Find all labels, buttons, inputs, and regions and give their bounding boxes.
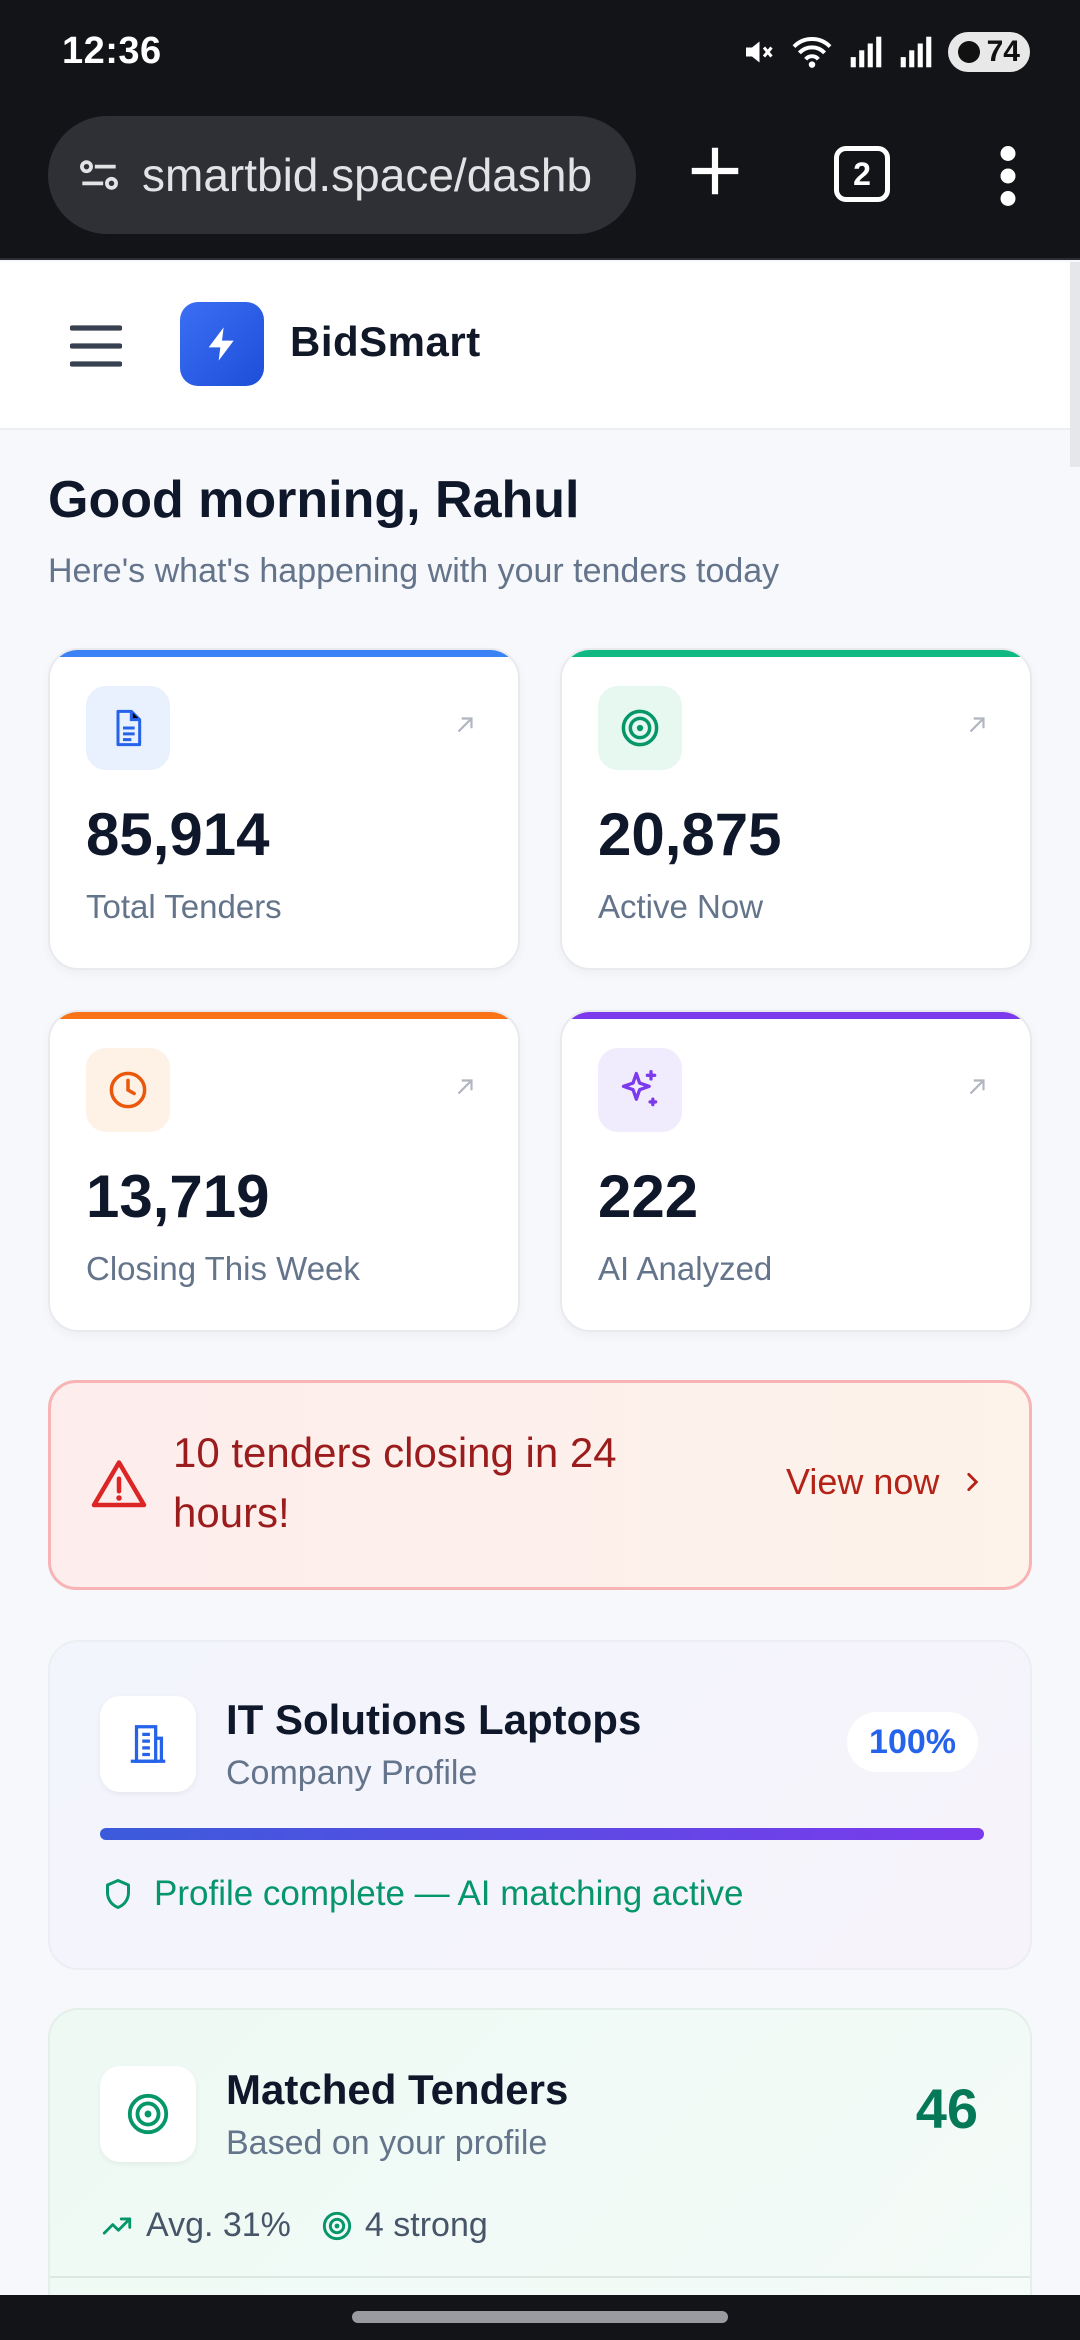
profile-progress-bar bbox=[100, 1828, 984, 1840]
view-now-label[interactable]: View now bbox=[786, 1461, 940, 1502]
chevron-right-icon bbox=[967, 1473, 979, 1491]
avg-match-text: Avg. 31% bbox=[146, 2206, 291, 2244]
matched-tenders-count: 46 bbox=[915, 2077, 978, 2140]
strong-match-stat: 4 strong bbox=[321, 2206, 488, 2245]
sparkle-icon bbox=[598, 1048, 682, 1132]
stat-card-total-tenders[interactable]: 85,914 Total Tenders bbox=[48, 648, 520, 970]
card-accent bbox=[50, 650, 518, 657]
stat-card-active-now[interactable]: 20,875 Active Now bbox=[560, 648, 1032, 970]
url-text[interactable]: smartbid.space/dashb bbox=[142, 149, 593, 201]
lightning-icon bbox=[208, 327, 234, 361]
status-bar: 12:36 74 bbox=[0, 0, 1080, 110]
clock-icon bbox=[86, 1048, 170, 1132]
battery-level: 74 bbox=[986, 35, 1020, 68]
trending-up-icon bbox=[102, 2217, 132, 2234]
matched-tenders-stats: Avg. 31% 4 strong bbox=[100, 2206, 488, 2245]
avg-match-stat: Avg. 31% bbox=[100, 2206, 291, 2245]
alert-message: 10 tenders closing in 24 hours! bbox=[173, 1429, 617, 1536]
closing-soon-alert[interactable]: 10 tenders closing in 24 hours! View now bbox=[48, 1380, 1032, 1590]
hamburger-menu-icon[interactable] bbox=[70, 324, 122, 368]
matched-tenders-subtitle: Based on your profile bbox=[226, 2124, 548, 2162]
status-icons: 74 bbox=[740, 32, 1030, 72]
profile-status-text: Profile complete — AI matching active bbox=[154, 1874, 744, 1913]
stat-label: Active Now bbox=[598, 888, 764, 925]
more-menu-icon[interactable] bbox=[996, 146, 1020, 206]
profile-progress-fill bbox=[100, 1828, 984, 1840]
card-accent bbox=[50, 1012, 518, 1019]
arrow-up-right-icon bbox=[457, 717, 473, 733]
stat-card-ai-analyzed[interactable]: 222 AI Analyzed bbox=[560, 1010, 1032, 1332]
stat-label: Closing This Week bbox=[86, 1250, 360, 1287]
system-nav-bar bbox=[0, 2295, 1080, 2340]
arrow-up-right-icon bbox=[457, 1079, 473, 1095]
page-title: Good morning, Rahul bbox=[48, 471, 580, 529]
divider bbox=[50, 2276, 1030, 2278]
mute-icon bbox=[746, 41, 773, 63]
target-icon bbox=[322, 2211, 352, 2240]
stat-card-closing-this-week[interactable]: 13,719 Closing This Week bbox=[48, 1010, 520, 1332]
stat-value: 13,719 bbox=[86, 1163, 270, 1230]
address-bar[interactable]: smartbid.space/dashb bbox=[48, 116, 636, 234]
target-icon bbox=[100, 2066, 196, 2162]
page-subtitle: Here's what's happening with your tender… bbox=[48, 552, 780, 590]
arrow-up-right-icon bbox=[969, 717, 985, 733]
status-time: 12:36 bbox=[62, 30, 162, 72]
battery-icon: 74 bbox=[948, 32, 1030, 72]
new-tab-button[interactable] bbox=[684, 140, 746, 202]
card-accent bbox=[562, 650, 1030, 657]
tab-switcher-button[interactable]: 2 bbox=[834, 146, 890, 202]
shield-icon bbox=[106, 1879, 130, 1909]
company-profile-card[interactable]: IT Solutions Laptops Company Profile 100… bbox=[48, 1640, 1032, 1970]
strong-match-text: 4 strong bbox=[364, 2206, 488, 2244]
target-icon bbox=[598, 686, 682, 770]
card-accent bbox=[562, 1012, 1030, 1019]
matched-tenders-card[interactable]: Matched Tenders Based on your profile 46… bbox=[48, 2008, 1032, 2340]
wifi-icon bbox=[792, 37, 832, 68]
building-icon bbox=[100, 1696, 196, 1792]
matched-tenders-title: Matched Tenders bbox=[226, 2066, 569, 2113]
leaf-icon bbox=[958, 41, 980, 63]
signal-icon bbox=[900, 36, 932, 68]
signal-icon bbox=[850, 36, 882, 68]
stat-value: 85,914 bbox=[86, 801, 270, 868]
home-gesture-handle[interactable] bbox=[352, 2311, 728, 2323]
profile-status: Profile complete — AI matching active bbox=[100, 1874, 743, 1914]
scrollbar[interactable] bbox=[1070, 262, 1080, 467]
company-name: IT Solutions Laptops bbox=[226, 1696, 642, 1743]
warning-icon bbox=[91, 1460, 147, 1508]
brand-logo[interactable] bbox=[180, 302, 264, 386]
stat-label: Total Tenders bbox=[86, 888, 282, 925]
company-subtitle: Company Profile bbox=[226, 1754, 478, 1792]
stat-value: 20,875 bbox=[598, 801, 782, 868]
brand-name[interactable]: BidSmart bbox=[290, 318, 481, 365]
site-settings-icon[interactable] bbox=[74, 150, 124, 200]
view-now-link[interactable]: View now bbox=[786, 1461, 985, 1503]
profile-completion-badge: 100% bbox=[847, 1712, 978, 1772]
app-header: BidSmart bbox=[0, 262, 1080, 430]
document-icon bbox=[86, 686, 170, 770]
browser-toolbar: smartbid.space/dashb 2 bbox=[0, 110, 1080, 260]
stat-label: AI Analyzed bbox=[598, 1250, 773, 1287]
arrow-up-right-icon bbox=[969, 1079, 985, 1095]
stat-value: 222 bbox=[598, 1163, 699, 1230]
